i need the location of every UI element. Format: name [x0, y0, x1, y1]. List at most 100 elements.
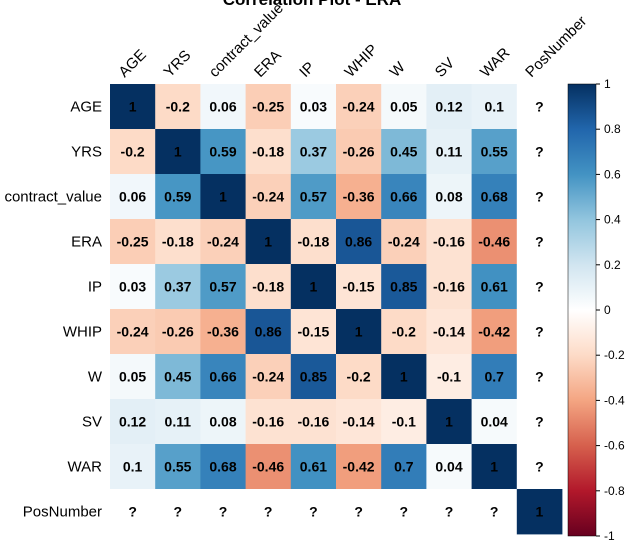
heatmap-cell	[516, 444, 563, 490]
cell-value-label: 1	[310, 279, 318, 295]
cell-value-label: -0.25	[117, 234, 149, 250]
cell-value-label: ?	[535, 459, 544, 475]
heatmap-cell	[381, 399, 427, 445]
cell-value-label: 0.06	[119, 189, 146, 205]
cell-value-label: -0.2	[121, 144, 145, 160]
heatmap-cell	[110, 84, 156, 130]
heatmap-cell	[110, 444, 156, 490]
cell-value-label: ?	[128, 504, 137, 520]
row-label: PosNumber	[23, 504, 102, 521]
heatmap-cell	[471, 174, 518, 220]
cell-value-label: -0.18	[297, 234, 329, 250]
heatmap-cell	[245, 84, 292, 130]
row-label: WHIP	[63, 324, 102, 341]
cell-value-label: 0.85	[300, 369, 327, 385]
cell-value-label: 1	[219, 189, 227, 205]
heatmap-cell	[155, 174, 201, 220]
heatmap-cell	[426, 489, 472, 535]
heatmap-cell	[471, 264, 518, 310]
cell-value-label: 0.7	[484, 369, 504, 385]
heatmap-cell	[471, 129, 518, 175]
heatmap-cell	[516, 264, 563, 310]
column-label: SV	[432, 55, 458, 81]
heatmap-cell	[381, 129, 427, 175]
cell-value-label: -0.18	[252, 279, 284, 295]
heatmap-cell	[155, 129, 201, 175]
cell-value-label: 1	[264, 234, 272, 250]
cell-value-label: -0.24	[117, 324, 149, 340]
cell-value-label: -0.1	[392, 414, 416, 430]
heatmap-cell	[290, 174, 337, 220]
heatmap-cell	[471, 309, 518, 355]
heatmap-cell	[200, 129, 246, 175]
heatmap-cell	[200, 354, 246, 400]
cell-value-label: -0.16	[252, 414, 284, 430]
cell-value-label: 0.45	[390, 144, 417, 160]
cell-value-label: 0.55	[164, 459, 191, 475]
heatmap-cell	[290, 84, 337, 130]
cell-value-label: 0.66	[209, 369, 236, 385]
heatmap-cell	[381, 489, 427, 535]
cell-value-label: 0.11	[165, 414, 192, 430]
cell-value-label: ?	[354, 504, 363, 520]
cell-value-label: ?	[535, 324, 544, 340]
heatmap-cell	[381, 309, 427, 355]
heatmap-cell	[336, 444, 382, 490]
heatmap-cell	[155, 309, 201, 355]
heatmap-cell	[200, 444, 246, 490]
heatmap-cell	[426, 399, 472, 445]
colorbar-tick-label: 0.8	[604, 122, 621, 136]
colorbar-tick-label: -0.6	[604, 439, 625, 453]
cell-value-label: -0.26	[343, 144, 375, 160]
heatmap-cell	[336, 174, 382, 220]
heatmap-cell	[471, 489, 518, 535]
row-label: SV	[82, 414, 102, 431]
colorbar-tick-label: -0.8	[604, 484, 625, 498]
cell-value-label: 0.05	[390, 99, 417, 115]
heatmap-cell	[336, 354, 382, 400]
column-label: ERA	[251, 47, 285, 81]
heatmap-cell	[471, 84, 518, 130]
heatmap-cell	[290, 354, 337, 400]
heatmap-cell	[336, 129, 382, 175]
cell-value-label: ?	[219, 504, 228, 520]
heatmap-cell	[471, 399, 518, 445]
heatmap-cell	[155, 354, 201, 400]
heatmap-cell	[245, 399, 292, 445]
cell-value-label: -0.24	[388, 234, 420, 250]
cell-value-label: -0.25	[252, 99, 284, 115]
cell-value-label: 0.11	[436, 144, 463, 160]
cell-value-label: ?	[535, 189, 544, 205]
heatmap-cell	[290, 489, 337, 535]
cell-value-label: -0.18	[162, 234, 194, 250]
cell-value-label: 0.08	[435, 189, 462, 205]
heatmap-cell	[426, 174, 472, 220]
heatmap-cell	[110, 219, 156, 265]
column-label: AGE	[115, 46, 149, 80]
heatmap-cell	[426, 444, 472, 490]
cell-value-label: -0.42	[343, 459, 375, 475]
cell-value-label: ?	[400, 504, 409, 520]
heatmap-cell	[290, 309, 337, 355]
chart-title: Correlation Plot - ERA	[223, 0, 402, 9]
heatmap-cell	[290, 219, 337, 265]
heatmap-cell	[426, 219, 472, 265]
heatmap-cell	[110, 489, 156, 535]
column-label: YRS	[161, 47, 195, 81]
heatmap-cell	[200, 174, 246, 220]
heatmap-cell	[471, 354, 518, 400]
cell-value-label: -0.1	[437, 369, 461, 385]
cell-value-label: -0.15	[297, 324, 329, 340]
heatmap-cell	[471, 219, 518, 265]
heatmap-cell	[516, 84, 563, 130]
column-label: IP	[296, 59, 318, 81]
heatmap-cell	[336, 309, 382, 355]
cell-value-label: ?	[535, 234, 544, 250]
heatmap-cell	[155, 489, 201, 535]
heatmap-cell	[336, 219, 382, 265]
row-label: contract_value	[4, 189, 102, 206]
column-label: W	[387, 58, 410, 81]
cell-value-label: -0.2	[392, 324, 416, 340]
cell-value-label: 0.57	[300, 189, 327, 205]
